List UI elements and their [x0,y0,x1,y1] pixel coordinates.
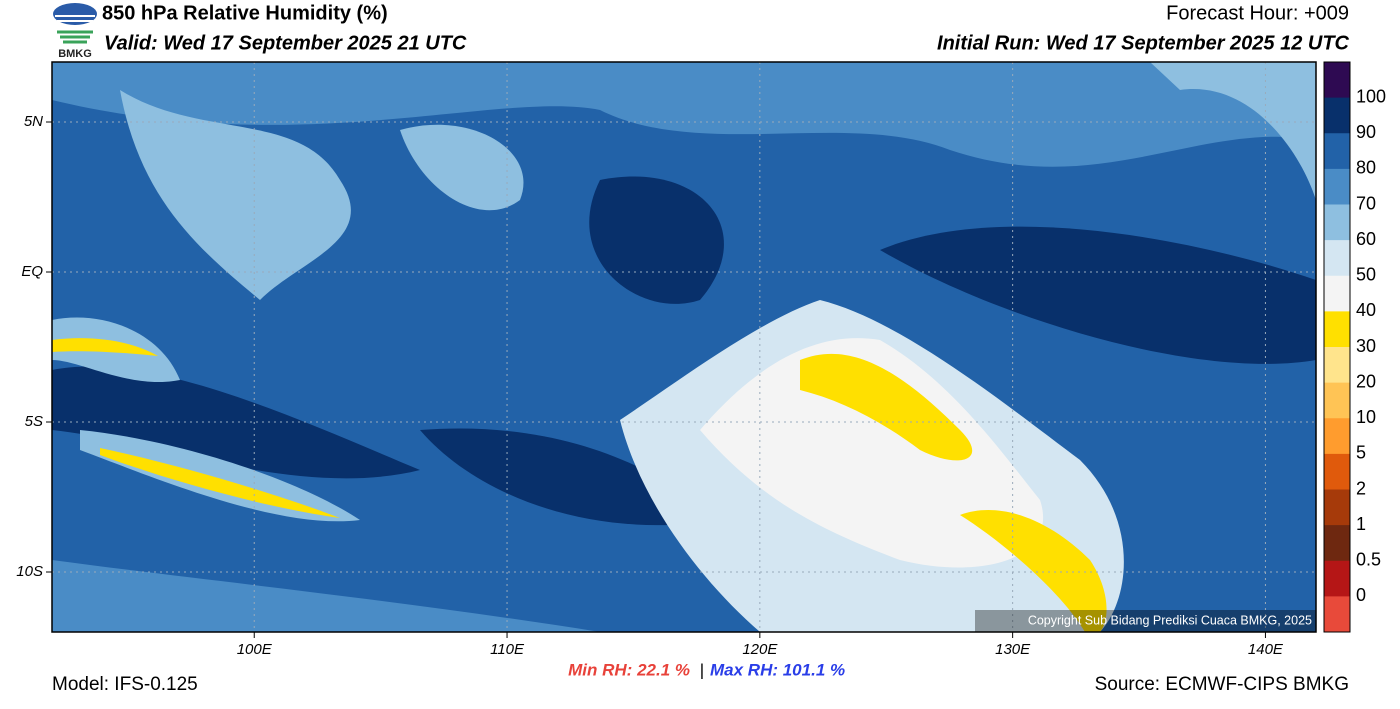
model: Model: IFS-0.125 [52,674,198,695]
colorbar-label: 100 [1356,86,1386,106]
colorbar-swatch [1324,382,1350,419]
lat-label: 5N [24,113,43,130]
initial-run: Initial Run: Wed 17 September 2025 12 UT… [937,32,1350,54]
colorbar: 100 90 80 70 60 50 40 30 20 10 5 2 1 0.5 0 [1323,61,1386,633]
colorbar-swatch [1324,347,1350,384]
lat-label: 10S [16,563,43,580]
graticule: 5N EQ 5S 10S 100E 110E 120E 130E 140E [16,62,1316,658]
title: 850 hPa Relative Humidity (%) [102,2,388,24]
colorbar-swatch [1324,453,1350,490]
colorbar-label: 40 [1356,300,1376,320]
colorbar-label: 30 [1356,336,1376,356]
colorbar-label: 2 [1356,478,1366,498]
colorbar-label: 70 [1356,193,1376,213]
colorbar-label: 1 [1356,514,1366,534]
colorbar-swatch [1324,418,1350,455]
colorbar-swatch [1324,596,1350,633]
lat-label: EQ [21,263,43,280]
map-frame [51,61,1317,633]
colorbar-label: 50 [1356,265,1376,285]
colorbar-swatch [1324,62,1350,99]
lon-label: 100E [237,641,273,658]
colorbar-label: 90 [1356,122,1376,142]
stats-separator: | [700,660,704,679]
colorbar-swatch [1324,97,1350,134]
colorbar-swatch [1324,560,1350,597]
colorbar-swatch [1324,133,1350,170]
source: Source: ECMWF-CIPS BMKG [1095,674,1349,695]
colorbar-swatch [1324,489,1350,526]
max-rh: Max RH: 101.1 % [710,660,845,679]
colorbar-swatch [1324,204,1350,241]
colorbar-label: 60 [1356,229,1376,249]
forecast-hour: Forecast Hour: +009 [1166,2,1349,24]
colorbar-swatch [1324,275,1350,312]
valid-time: Valid: Wed 17 September 2025 21 UTC [104,32,467,54]
lat-label: 5S [25,413,43,430]
lon-label: 120E [742,641,778,658]
colorbar-swatch [1324,168,1350,205]
lon-label: 110E [490,641,525,658]
logo-text: BMKG [58,48,92,60]
colorbar-label: 10 [1356,407,1376,427]
colorbar-label: 20 [1356,371,1376,391]
colorbar-label: 0 [1356,585,1366,605]
colorbar-swatch [1324,311,1350,348]
lon-label: 140E [1248,641,1284,658]
colorbar-label: 80 [1356,158,1376,178]
humidity-field [52,62,1316,632]
colorbar-label: 0.5 [1356,550,1381,570]
colorbar-swatch [1324,240,1350,277]
copyright: Copyright Sub Bidang Prediksi Cuaca BMKG… [1028,613,1312,627]
lon-label: 130E [995,641,1031,658]
colorbar-frame [1323,61,1351,633]
colorbar-label: 5 [1356,443,1366,463]
logo: BMKG [53,3,97,60]
min-rh: Min RH: 22.1 % [568,660,690,679]
copyright-box [975,610,1316,632]
colorbar-swatch [1324,525,1350,562]
